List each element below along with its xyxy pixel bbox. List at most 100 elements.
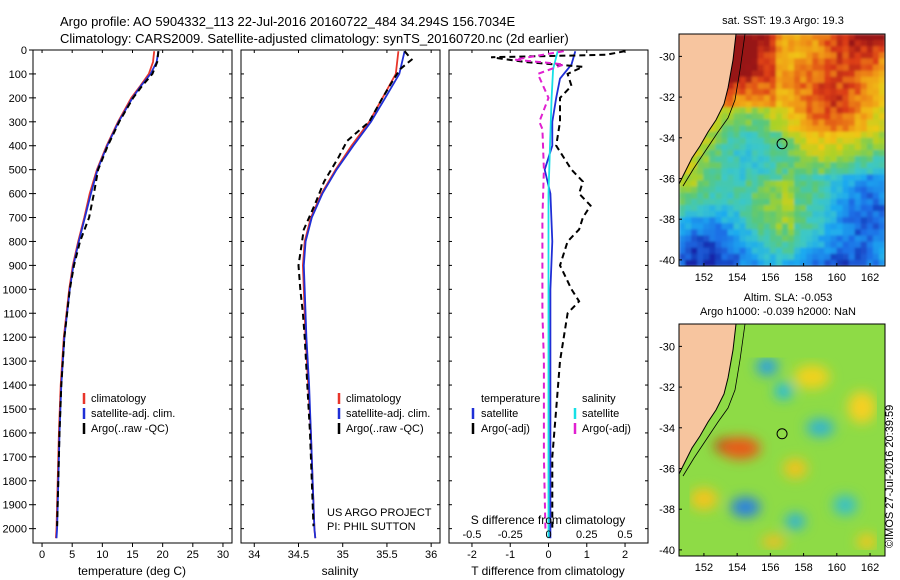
sst-cell	[727, 168, 735, 176]
sst-cell	[775, 180, 783, 188]
sst-cell	[854, 174, 862, 182]
depth-tick-label: 400	[9, 141, 27, 153]
sst-cell	[751, 137, 759, 145]
sst-cell	[697, 217, 704, 224]
sst-cell	[715, 198, 723, 206]
sst-cell	[733, 241, 741, 249]
sst-cell	[782, 156, 789, 163]
sst-cell	[794, 241, 801, 249]
sst-cell	[727, 143, 735, 151]
sst-cell	[854, 186, 862, 194]
sst-cell	[727, 180, 735, 188]
sst-cell	[697, 247, 704, 255]
sst-cell	[872, 168, 880, 176]
sst-cell	[691, 192, 698, 200]
sst-cell	[751, 156, 759, 163]
sst-cell	[709, 150, 716, 157]
sst-cell	[866, 174, 874, 182]
sst-cell	[866, 156, 874, 163]
difference-panel: -2 -1 0 1 2 -0.5 -0.25 0 0.25 0.5 S difference f…	[448, 49, 649, 578]
sst-cell	[727, 174, 735, 182]
sst-cell	[715, 156, 723, 163]
sla-anomaly	[720, 437, 761, 460]
sst-cell	[812, 174, 819, 182]
sst-cell	[745, 52, 753, 60]
sst-cell	[769, 247, 777, 255]
sst-cell	[757, 235, 765, 243]
sst-cell	[757, 211, 765, 218]
sst-cell	[806, 88, 813, 96]
sst-cell	[769, 198, 777, 206]
map-x-tick-label: 160	[828, 272, 846, 284]
sst-cell	[757, 198, 765, 206]
sst-cell	[848, 211, 856, 218]
temperature-x-axis: 0 5 10 15 20 25 30	[33, 49, 232, 561]
sst-cell	[685, 180, 692, 188]
sst-cell	[775, 253, 783, 261]
sst-cell	[872, 217, 880, 224]
sst-cell	[745, 88, 753, 96]
sst-cell	[806, 40, 813, 47]
sst-cell	[830, 150, 838, 157]
sst-cell	[691, 186, 698, 194]
depth-tick-label: 600	[9, 189, 27, 201]
sst-cell	[854, 211, 862, 218]
sst-cell	[775, 58, 783, 66]
sst-cell	[691, 223, 698, 230]
series-line-argo-raw-qc	[56, 51, 160, 527]
sst-cell	[727, 217, 735, 224]
sst-cell	[854, 40, 862, 47]
sla-map-title-line1: Altim. SLA: -0.053	[744, 292, 833, 304]
sst-cell	[697, 241, 704, 249]
sst-cell	[812, 229, 819, 237]
sst-cell	[830, 46, 838, 53]
sst-cell	[794, 192, 801, 200]
sst-cell	[824, 137, 832, 145]
sst-cell	[685, 217, 692, 224]
map-x-tick-label: 158	[794, 272, 812, 284]
sst-cell	[727, 198, 735, 206]
sst-cell	[751, 46, 759, 53]
sst-cell	[872, 211, 880, 218]
sst-cell	[860, 168, 868, 176]
sst-cell	[818, 88, 826, 96]
sst-cell	[703, 192, 710, 200]
sst-cell	[733, 259, 741, 266]
sst-cell	[854, 119, 862, 127]
sst-cell	[727, 125, 735, 133]
sst-cell	[739, 198, 747, 206]
sst-cell	[836, 95, 844, 102]
temperature-panel: 0 5 10 15 20 25 30 temperature (deg C) climato…	[32, 49, 233, 578]
sst-cell	[757, 253, 765, 261]
sst-cell	[788, 101, 795, 108]
sst-cell	[830, 204, 838, 212]
sst-cell	[824, 186, 832, 194]
sst-coastline	[682, 34, 746, 187]
sst-cell	[830, 162, 838, 169]
sst-cell	[854, 192, 862, 200]
sst-cell	[691, 162, 698, 169]
sst-cell	[860, 223, 868, 230]
sst-cell	[872, 198, 880, 206]
sst-cell	[782, 192, 789, 200]
sla-anomaly	[847, 391, 876, 424]
sst-cell	[788, 247, 795, 255]
sst-cell	[866, 198, 874, 206]
sst-cell	[872, 235, 880, 243]
sst-cell	[775, 235, 783, 243]
sst-cell	[709, 223, 716, 230]
sst-cell	[878, 101, 885, 108]
sst-cell	[848, 107, 856, 114]
sst-cell	[794, 217, 801, 224]
sst-cell	[824, 88, 832, 96]
sst-cell	[806, 198, 813, 206]
sst-cell	[812, 253, 819, 261]
sst-cell	[769, 162, 777, 169]
sst-cell	[788, 198, 795, 206]
sst-cell	[854, 88, 862, 96]
sst-cell	[745, 217, 753, 224]
sst-cell	[806, 143, 813, 151]
sst-cell	[848, 95, 856, 102]
sst-cell	[836, 186, 844, 194]
sst-cell	[854, 137, 862, 145]
